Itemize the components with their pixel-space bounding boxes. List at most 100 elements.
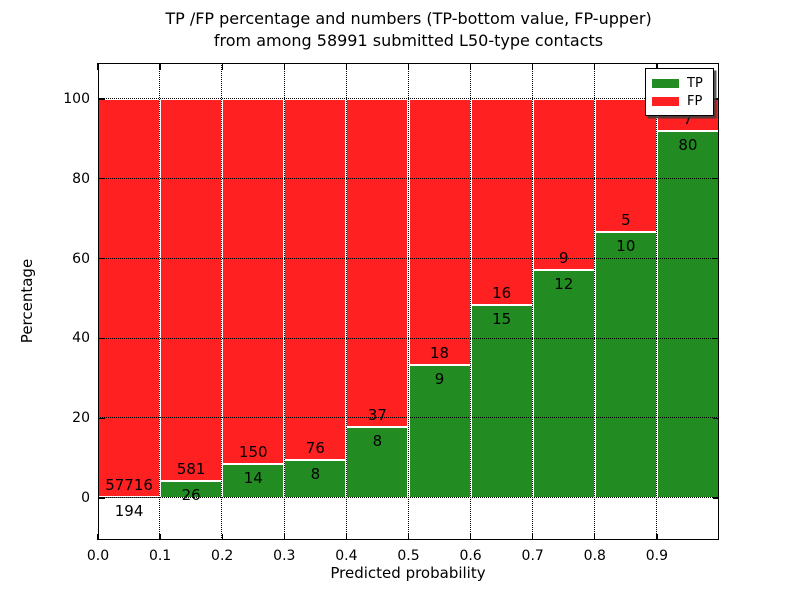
x-tick-label: 0.1 (148, 548, 172, 564)
y-tick-label: 20 (72, 410, 90, 427)
tick-mark (712, 337, 719, 340)
tick-mark (283, 63, 285, 70)
bar-fp-count-label: 37 (367, 406, 387, 425)
chart-title-line1: TP /FP percentage and numbers (TP-bottom… (165, 9, 652, 28)
tick-mark (345, 533, 348, 540)
tick-mark (656, 63, 658, 70)
x-tick-label: 0.2 (211, 548, 234, 564)
tick-mark (98, 417, 105, 419)
tick-mark (532, 63, 534, 70)
y-tick-label: 80 (72, 170, 90, 187)
bar-fp-segment (408, 98, 471, 366)
legend-swatch-fp (652, 97, 679, 106)
gridline-horizontal (98, 257, 719, 259)
gridline-horizontal (98, 417, 719, 419)
bar-tp-count-label: 8 (372, 432, 383, 451)
legend-entry: FP (652, 93, 707, 110)
gridline-vertical (531, 63, 533, 540)
x-tick-label: 0.7 (521, 548, 544, 564)
tick-mark (98, 98, 105, 100)
bar-fp-count-label: 7 (683, 110, 693, 129)
x-tick-label: 0.6 (459, 548, 482, 564)
tick-mark (712, 417, 719, 419)
gridline-horizontal (98, 337, 719, 339)
x-tick-label: 0.8 (583, 548, 606, 564)
gridline-vertical (221, 63, 223, 540)
tick-mark (221, 63, 223, 70)
tick-mark (407, 533, 410, 540)
bar-tp-segment (346, 427, 409, 499)
tick-mark (407, 63, 410, 70)
bar-fp-count-label: 16 (492, 283, 512, 302)
tick-mark (656, 533, 658, 540)
tick-mark (712, 178, 719, 180)
bar-tp-segment (408, 365, 471, 499)
bar-fp-segment (222, 98, 285, 464)
tick-mark (98, 497, 105, 499)
bar-fp-segment (160, 98, 223, 481)
x-tick-label: 0.4 (335, 548, 358, 564)
x-tick-label: 0.0 (86, 548, 110, 564)
gridline-horizontal (98, 98, 719, 100)
tick-mark (469, 63, 472, 70)
gridline-vertical (656, 63, 658, 540)
bar-fp-count-label: 76 (305, 439, 325, 458)
x-tick-label: 0.3 (273, 548, 296, 564)
gridline-vertical (345, 63, 347, 540)
plot-area: TP FP 57716 194 581 26 150 14 76 8 37 8 18 9 16 15 9 12 5… (63, 63, 719, 564)
tick-mark (97, 533, 99, 540)
bar-tp-segment (656, 131, 719, 499)
tick-mark (283, 533, 285, 540)
bar-tp-segment (470, 304, 533, 499)
bar-fp-count-label: 581 (176, 459, 206, 478)
legend-label: TP (687, 76, 703, 91)
bar-tp-count-label: 12 (554, 274, 574, 293)
bar-tp-count-label: 9 (434, 370, 445, 389)
tick-mark (345, 63, 348, 70)
bar-fp-segment (594, 98, 657, 232)
y-tick-label: 0 (81, 490, 90, 507)
legend: TP FP (645, 68, 714, 116)
bar-tp-segment (594, 231, 657, 499)
bar-tp-count-label: 194 (114, 501, 144, 520)
y-tick-label: 100 (63, 90, 90, 107)
tick-mark (594, 63, 596, 70)
gridline-vertical (407, 63, 409, 540)
bar-fp-segment (98, 98, 161, 497)
bar-tp-count-label: 8 (310, 465, 321, 484)
tick-mark (594, 533, 596, 540)
tick-mark (159, 533, 161, 540)
gridline-vertical (594, 63, 595, 540)
bar-fp-segment (346, 98, 409, 428)
tick-mark (712, 98, 719, 100)
gridline-vertical (469, 63, 471, 540)
bar-tp-count-label: 80 (678, 136, 698, 155)
tick-mark (98, 337, 105, 340)
bar-tp-count-label: 26 (181, 485, 201, 504)
tick-mark (712, 257, 719, 260)
chart-title: TP /FP percentage and numbers (TP-bottom… (98, 8, 719, 52)
bar-fp-segment (470, 98, 533, 305)
y-tick-label: 60 (72, 250, 90, 267)
x-tick-label: 0.5 (397, 548, 420, 564)
tick-mark (712, 497, 719, 499)
bar-fp-count-label: 18 (430, 344, 450, 363)
bar-tp-count-label: 15 (492, 309, 512, 328)
bar-tp-count-label: 10 (616, 236, 636, 255)
tick-mark (97, 63, 99, 70)
x-axis-label: Predicted probability (330, 564, 486, 582)
bar-fp-count-label: 9 (558, 248, 569, 267)
bar-fp-count-label: 57716 (105, 475, 153, 494)
legend-entry: TP (652, 75, 707, 92)
legend-label: FP (687, 94, 703, 109)
bar-fp-segment (284, 98, 347, 461)
tick-mark (159, 63, 161, 70)
bar-fp-count-label: 5 (621, 210, 631, 229)
gridline-horizontal (98, 177, 719, 179)
bar-tp-segment (532, 269, 595, 499)
x-tick-label: 0.9 (645, 548, 669, 564)
gridline-horizontal (98, 497, 719, 499)
tick-mark (98, 178, 105, 180)
gridline-vertical (159, 63, 161, 540)
